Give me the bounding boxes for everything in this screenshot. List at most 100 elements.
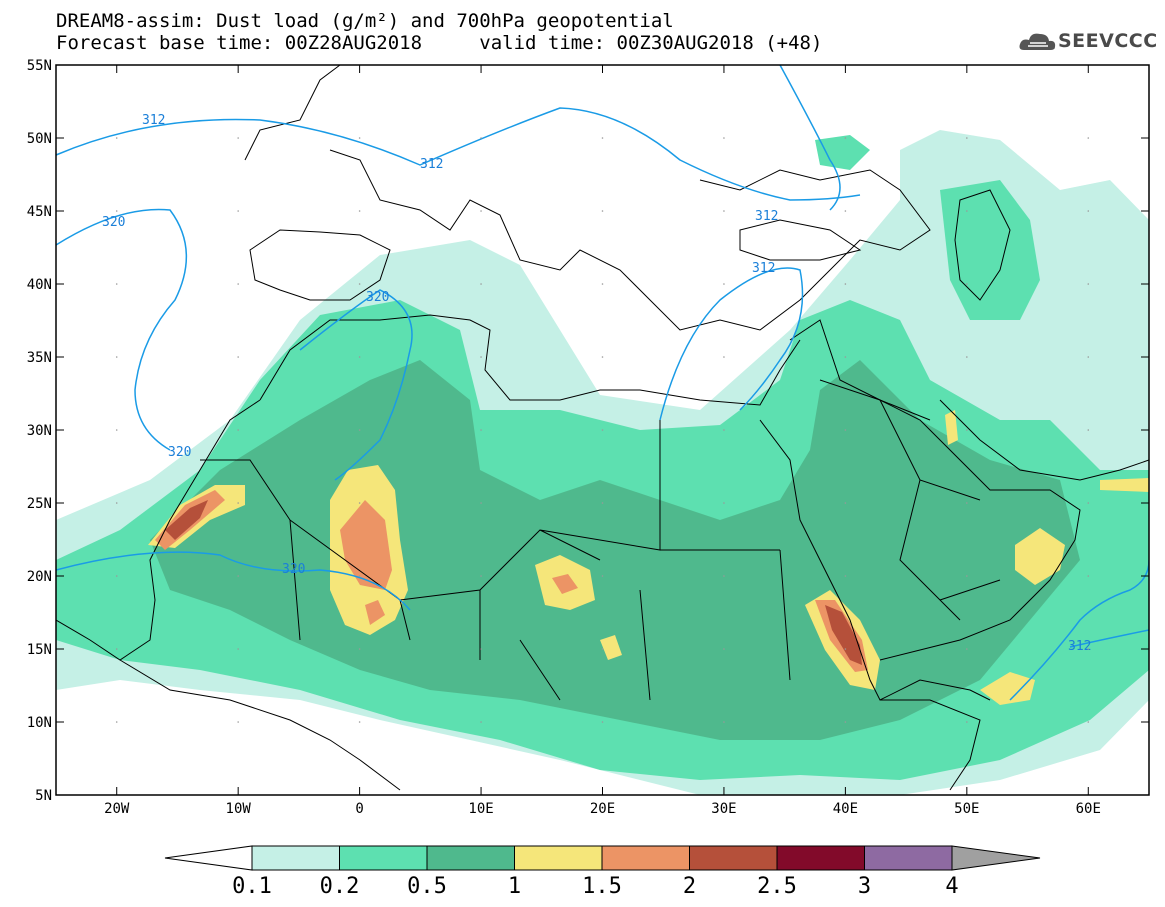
graticule-dot xyxy=(115,137,118,139)
graticule-dot xyxy=(115,502,118,504)
colorbar-box xyxy=(776,845,865,871)
contour-labels: 312 312 312 312 320 320 320 320 312 xyxy=(102,113,1091,654)
lon-tick-label: 20W xyxy=(104,801,130,817)
dust-band-1.5-c xyxy=(365,600,385,625)
graticule-dot xyxy=(844,648,847,650)
lat-tick-label: 55N xyxy=(27,58,52,74)
colorbar: 0.1 0.2 0.5 1 1.5 2 2.5 3 4 xyxy=(164,845,1041,899)
lat-tick-label: 15N xyxy=(27,642,52,658)
colorbar-label: 1 xyxy=(508,874,521,899)
colorbar-label: 2 xyxy=(683,874,696,899)
colorbar-box xyxy=(514,845,603,871)
lat-tick-label: 30N xyxy=(27,423,52,439)
graticule-dot xyxy=(601,575,604,577)
lat-tick-label: 50N xyxy=(27,131,52,147)
graticule-dot xyxy=(358,137,361,139)
graticule-dot xyxy=(237,429,239,431)
graticule-dot xyxy=(115,210,118,212)
graticule-dot xyxy=(844,210,847,212)
graticule-dot xyxy=(601,429,604,431)
colorbar-label: 3 xyxy=(858,874,871,899)
graticule-dot xyxy=(723,283,725,285)
title-line-2: Forecast base time: 00Z28AUG2018 valid t… xyxy=(56,32,822,54)
graticule-dot xyxy=(480,575,482,577)
contour-label: 312 xyxy=(752,261,775,276)
lat-tick-label: 5N xyxy=(35,788,52,804)
graticule-dot xyxy=(844,137,847,139)
contour-label: 320 xyxy=(282,562,305,577)
graticule-dot xyxy=(115,356,118,358)
cloud-logo-icon xyxy=(1019,33,1056,50)
lat-tick-label: 20N xyxy=(27,569,52,585)
graticule-dot xyxy=(237,210,239,212)
dust-band-2-a xyxy=(165,500,208,540)
contour-label: 320 xyxy=(366,290,389,305)
contour-label: 312 xyxy=(420,157,443,172)
graticule-dot xyxy=(601,137,604,139)
graticule-dot xyxy=(723,210,725,212)
colorbar-label: 0.5 xyxy=(407,874,447,899)
graticule-dot xyxy=(358,429,361,431)
graticule-dot xyxy=(601,648,604,650)
coast-persia xyxy=(939,399,1149,481)
coast-africa-west xyxy=(56,399,261,661)
longitude-axis: 20W 10W 0 10E 20E 30E 40E 50E 60E xyxy=(104,65,1101,817)
dust-band-1.5-b xyxy=(340,500,392,590)
forecast-base-time: Forecast base time: 00Z28AUG2018 xyxy=(56,32,423,54)
contour-label: 320 xyxy=(168,445,191,460)
dust-band-1.5-d xyxy=(552,574,578,594)
latitude-axis: 55N 50N 45N 40N 35N 30N 25N 20N 15N 10N 5N xyxy=(27,58,1149,804)
dust-field xyxy=(56,130,1149,795)
colorbar-label: 1.5 xyxy=(582,874,622,899)
graticule-dot xyxy=(1087,648,1090,650)
graticule-dot xyxy=(723,575,725,577)
geopotential-contours xyxy=(56,65,1149,701)
contour-312-north xyxy=(56,107,861,201)
graticule-dot xyxy=(723,648,725,650)
contour-312-arc xyxy=(779,65,841,211)
graticule-dot xyxy=(601,210,604,212)
colorbar-left-arrow xyxy=(164,845,253,871)
lat-tick-label: 25N xyxy=(27,496,52,512)
graticule-dot xyxy=(966,721,968,723)
graticule-dot xyxy=(480,429,482,431)
dust-band-1-g xyxy=(600,635,622,660)
colorbar-label: 4 xyxy=(945,874,958,899)
graticule-dot xyxy=(480,137,482,139)
lon-tick-label: 30E xyxy=(711,801,736,817)
graticule-dot xyxy=(358,721,361,723)
graticule-dot xyxy=(601,502,604,504)
graticule-dots xyxy=(115,137,1090,723)
coast-arabia xyxy=(789,319,1081,661)
coast-africa-north xyxy=(259,314,801,406)
graticule-dot xyxy=(1087,575,1090,577)
graticule-dot xyxy=(480,210,482,212)
lat-tick-label: 45N xyxy=(27,204,52,220)
colorbar-label: 0.2 xyxy=(320,874,360,899)
graticule-dot xyxy=(966,356,968,358)
graticule-dot xyxy=(237,283,239,285)
graticule-dot xyxy=(480,502,482,504)
borders-mideast xyxy=(819,379,1001,621)
lon-tick-label: 50E xyxy=(954,801,979,817)
graticule-dot xyxy=(358,648,361,650)
graticule-dot xyxy=(115,721,118,723)
lon-tick-label: 10E xyxy=(468,801,493,817)
coastlines xyxy=(56,65,1149,791)
colorbar-box xyxy=(426,845,515,871)
dust-band-2-b xyxy=(825,605,862,665)
title-line-1: DREAM8-assim: Dust load (g/m²) and 700hP… xyxy=(56,10,674,32)
graticule-dot xyxy=(966,137,968,139)
colorbar-label: 2.5 xyxy=(757,874,797,899)
graticule-dot xyxy=(844,283,847,285)
graticule-dot xyxy=(723,356,725,358)
lat-tick-label: 40N xyxy=(27,277,52,293)
graticule-dot xyxy=(358,575,361,577)
graticule-dot xyxy=(844,356,847,358)
valid-time: valid time: 00Z30AUG2018 (+48) xyxy=(479,32,823,54)
colorbar-boxes xyxy=(251,845,953,871)
coast-red-sea xyxy=(759,419,991,701)
dust-band-1-i xyxy=(945,410,958,445)
dust-band-1-h xyxy=(1100,478,1149,492)
